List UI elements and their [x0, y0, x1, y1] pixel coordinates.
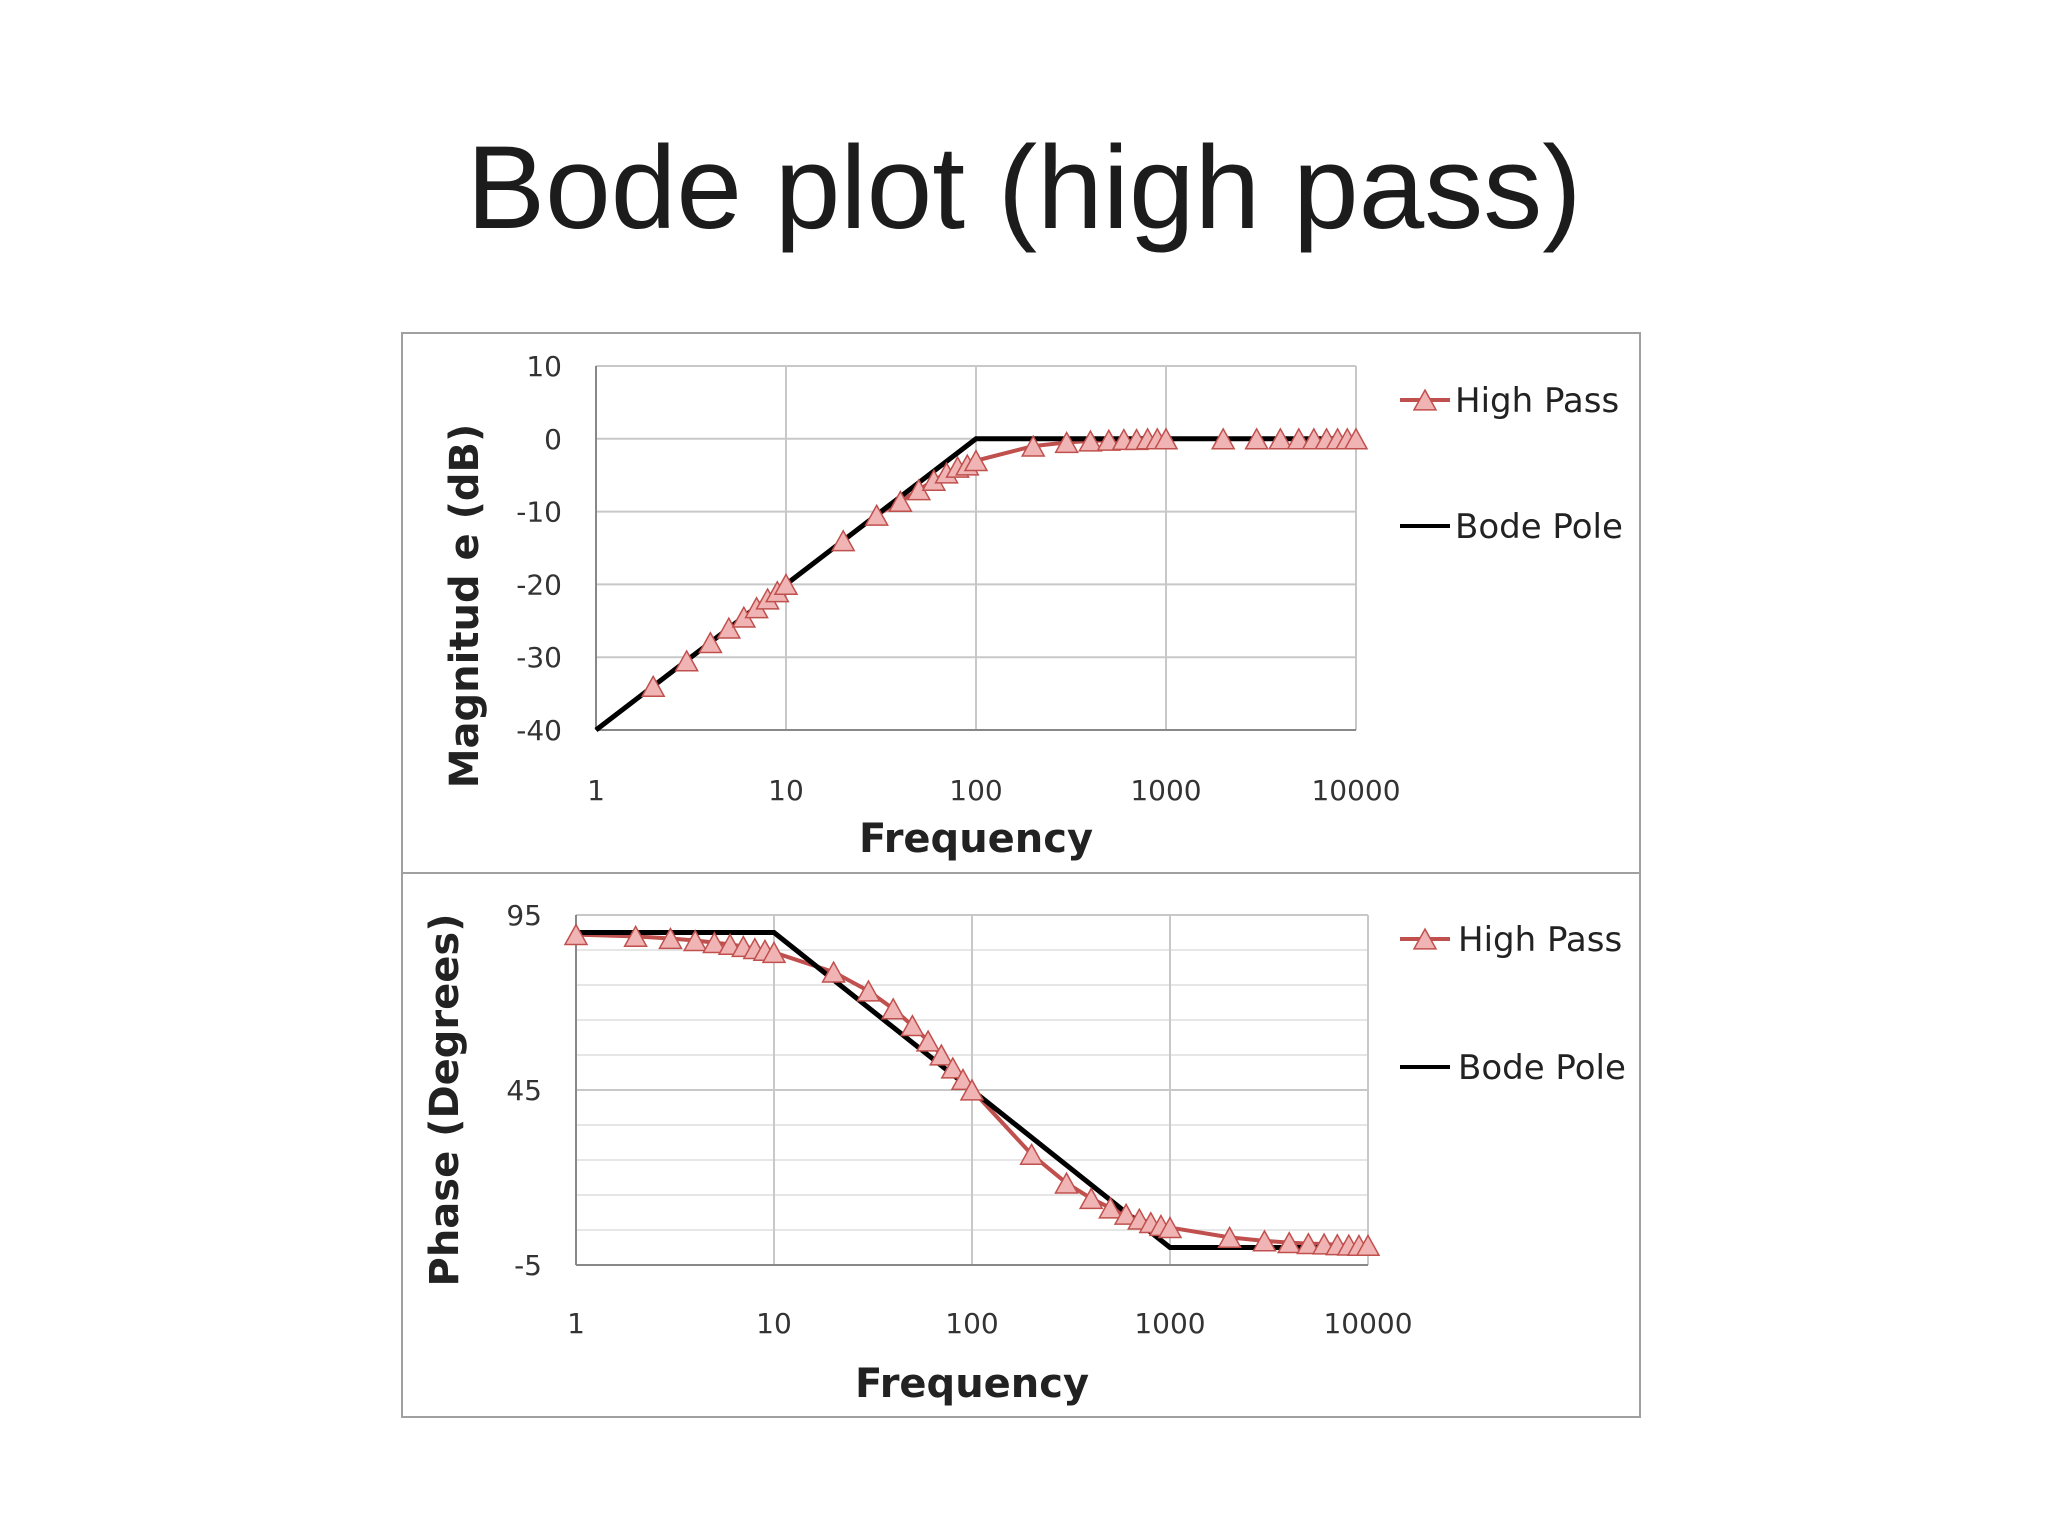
- high-pass-point: [1343, 427, 1369, 450]
- legend-bode-pole-label: Bode Pole: [1458, 1048, 1626, 1088]
- high-pass-point: [864, 503, 889, 526]
- high-pass-point: [1153, 427, 1179, 450]
- x-axis-title: Frequency: [855, 1361, 1089, 1407]
- y-tick-label: -5: [514, 1249, 542, 1282]
- high-pass-point: [698, 631, 723, 654]
- y-tick-label: 95: [506, 899, 542, 932]
- high-pass-point: [623, 924, 648, 947]
- x-tick-label: 10: [768, 774, 804, 807]
- high-pass-point: [900, 1014, 925, 1037]
- y-tick-label: -20: [516, 568, 562, 601]
- legend-high-pass-marker: [1412, 927, 1438, 950]
- high-pass-point: [963, 449, 989, 472]
- high-pass-point: [1296, 1232, 1321, 1255]
- high-pass-point: [929, 1043, 954, 1066]
- high-pass-point: [1286, 427, 1312, 450]
- legend-high-pass-label: High Pass: [1455, 381, 1619, 421]
- x-tick-label: 10: [756, 1307, 792, 1340]
- high-pass-point: [915, 1029, 941, 1052]
- y-tick-label: -30: [516, 641, 562, 674]
- high-pass-point: [1078, 1187, 1104, 1210]
- x-tick-label: 100: [945, 1307, 998, 1340]
- high-pass-point: [830, 529, 856, 552]
- x-tick-label: 100: [949, 774, 1002, 807]
- high-pass-point: [682, 929, 708, 952]
- high-pass-point: [856, 979, 881, 1002]
- high-pass-point: [1217, 1225, 1242, 1248]
- high-pass-point: [773, 572, 799, 596]
- legend-bode-pole-label: Bode Pole: [1455, 507, 1623, 547]
- high-pass-point: [959, 1078, 985, 1101]
- x-tick-label: 1000: [1130, 774, 1201, 807]
- high-pass-point: [716, 616, 742, 639]
- high-pass-point: [674, 649, 699, 672]
- high-pass-point: [1113, 1202, 1139, 1225]
- high-pass-point: [640, 674, 666, 697]
- legend-high-pass-marker: [1412, 388, 1438, 411]
- high-pass-point: [1054, 430, 1079, 454]
- high-pass-point: [658, 927, 683, 950]
- x-tick-label: 10000: [1323, 1307, 1412, 1340]
- magnitude-chart: 100-10-20-30-401 10 100 1000 10000FrequencyM…: [401, 332, 1641, 874]
- x-tick-label: 1000: [1134, 1307, 1205, 1340]
- high-pass-point: [880, 997, 906, 1020]
- y-axis-title: Magnitud e (dB): [442, 424, 488, 789]
- high-pass-point: [1098, 1196, 1123, 1219]
- high-pass-point: [888, 489, 913, 513]
- high-pass-point: [1096, 428, 1122, 451]
- x-tick-label: 10000: [1311, 774, 1400, 807]
- phase-chart: 95 45 -5 1 10 100 1000 10000 Frequency Phase (Deg…: [401, 872, 1641, 1418]
- high-pass-point: [1276, 1231, 1302, 1254]
- y-axis-title: Phase (Degrees): [422, 914, 468, 1287]
- high-pass-point: [1210, 427, 1236, 450]
- high-pass-point: [1157, 1216, 1183, 1239]
- high-pass-point: [940, 1056, 966, 1079]
- x-axis-title: Frequency: [859, 816, 1093, 862]
- y-tick-label: -40: [516, 714, 562, 747]
- high-pass-point: [1244, 427, 1269, 450]
- chart-frame: [401, 332, 1641, 874]
- y-tick-label: 10: [526, 350, 562, 383]
- high-pass-point: [1355, 1233, 1381, 1257]
- high-pass-point: [1078, 429, 1103, 452]
- y-tick-label: 45: [506, 1074, 542, 1107]
- high-pass-point: [821, 960, 846, 983]
- high-pass-point: [1268, 427, 1293, 450]
- y-tick-label: -10: [516, 496, 562, 529]
- high-pass-point: [1252, 1229, 1277, 1252]
- x-tick-label: 1: [587, 774, 605, 807]
- high-pass-point: [950, 1068, 976, 1091]
- high-pass-point: [1054, 1171, 1079, 1194]
- y-tick-label: 0: [544, 423, 562, 456]
- high-pass-point: [761, 941, 787, 964]
- high-pass-point: [702, 931, 727, 954]
- high-pass-point: [1019, 1142, 1044, 1166]
- page-title: Bode plot (high pass): [466, 122, 1582, 254]
- high-pass-point: [563, 923, 589, 946]
- x-tick-label: 1: [567, 1307, 585, 1340]
- high-pass-point: [1020, 434, 1046, 457]
- legend-high-pass-label: High Pass: [1458, 920, 1622, 960]
